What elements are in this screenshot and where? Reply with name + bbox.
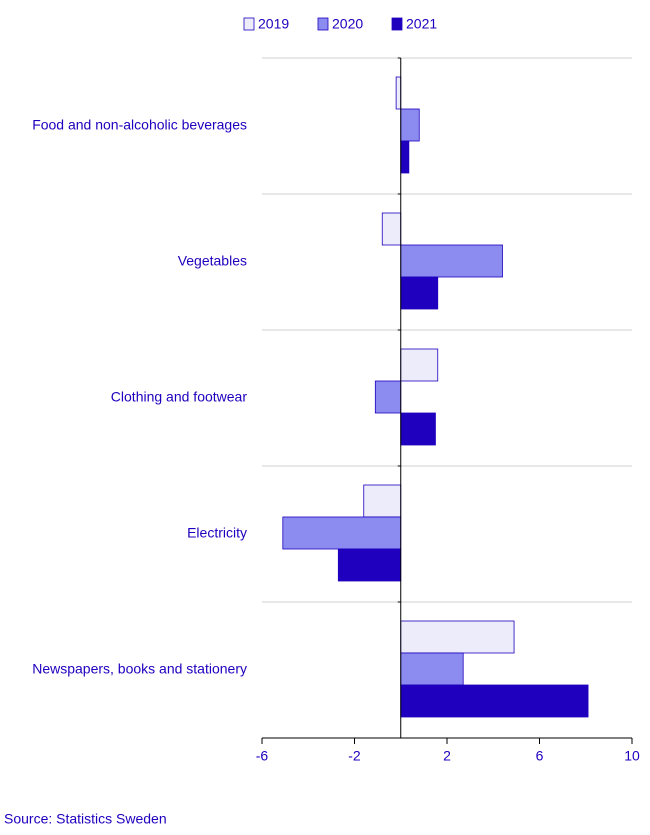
bar	[400, 244, 503, 278]
category-label: Newspapers, books and stationery	[32, 661, 247, 677]
bar	[381, 212, 402, 246]
bar	[400, 348, 439, 382]
legend-swatch	[391, 17, 403, 31]
legend-swatch	[243, 17, 255, 31]
bar	[400, 276, 439, 310]
bar	[363, 484, 402, 518]
bar	[400, 412, 436, 446]
category-label: Electricity	[187, 525, 247, 541]
x-tick-label: -6	[256, 748, 269, 764]
x-tick-label: -2	[348, 748, 361, 764]
legend-swatch	[317, 17, 329, 31]
category-label: Vegetables	[178, 253, 247, 269]
source: Source: Statistics Sweden	[4, 811, 167, 827]
legend-label: 2020	[332, 16, 363, 32]
x-tick-label: 2	[443, 748, 451, 764]
x-tick-label: 10	[624, 748, 640, 764]
bar	[282, 516, 402, 550]
x-tick-label: 6	[536, 748, 544, 764]
bar	[374, 380, 402, 414]
bar	[400, 652, 464, 686]
category-label: Clothing and footwear	[111, 389, 248, 405]
bar	[400, 108, 420, 142]
bar	[395, 76, 402, 110]
category-label: Food and non-alcoholic beverages	[32, 117, 247, 133]
legend-label: 2019	[258, 16, 289, 32]
bar	[400, 620, 515, 654]
bar	[337, 548, 402, 582]
legend-label: 2021	[406, 16, 437, 32]
bar	[400, 684, 589, 718]
bar	[400, 140, 410, 174]
